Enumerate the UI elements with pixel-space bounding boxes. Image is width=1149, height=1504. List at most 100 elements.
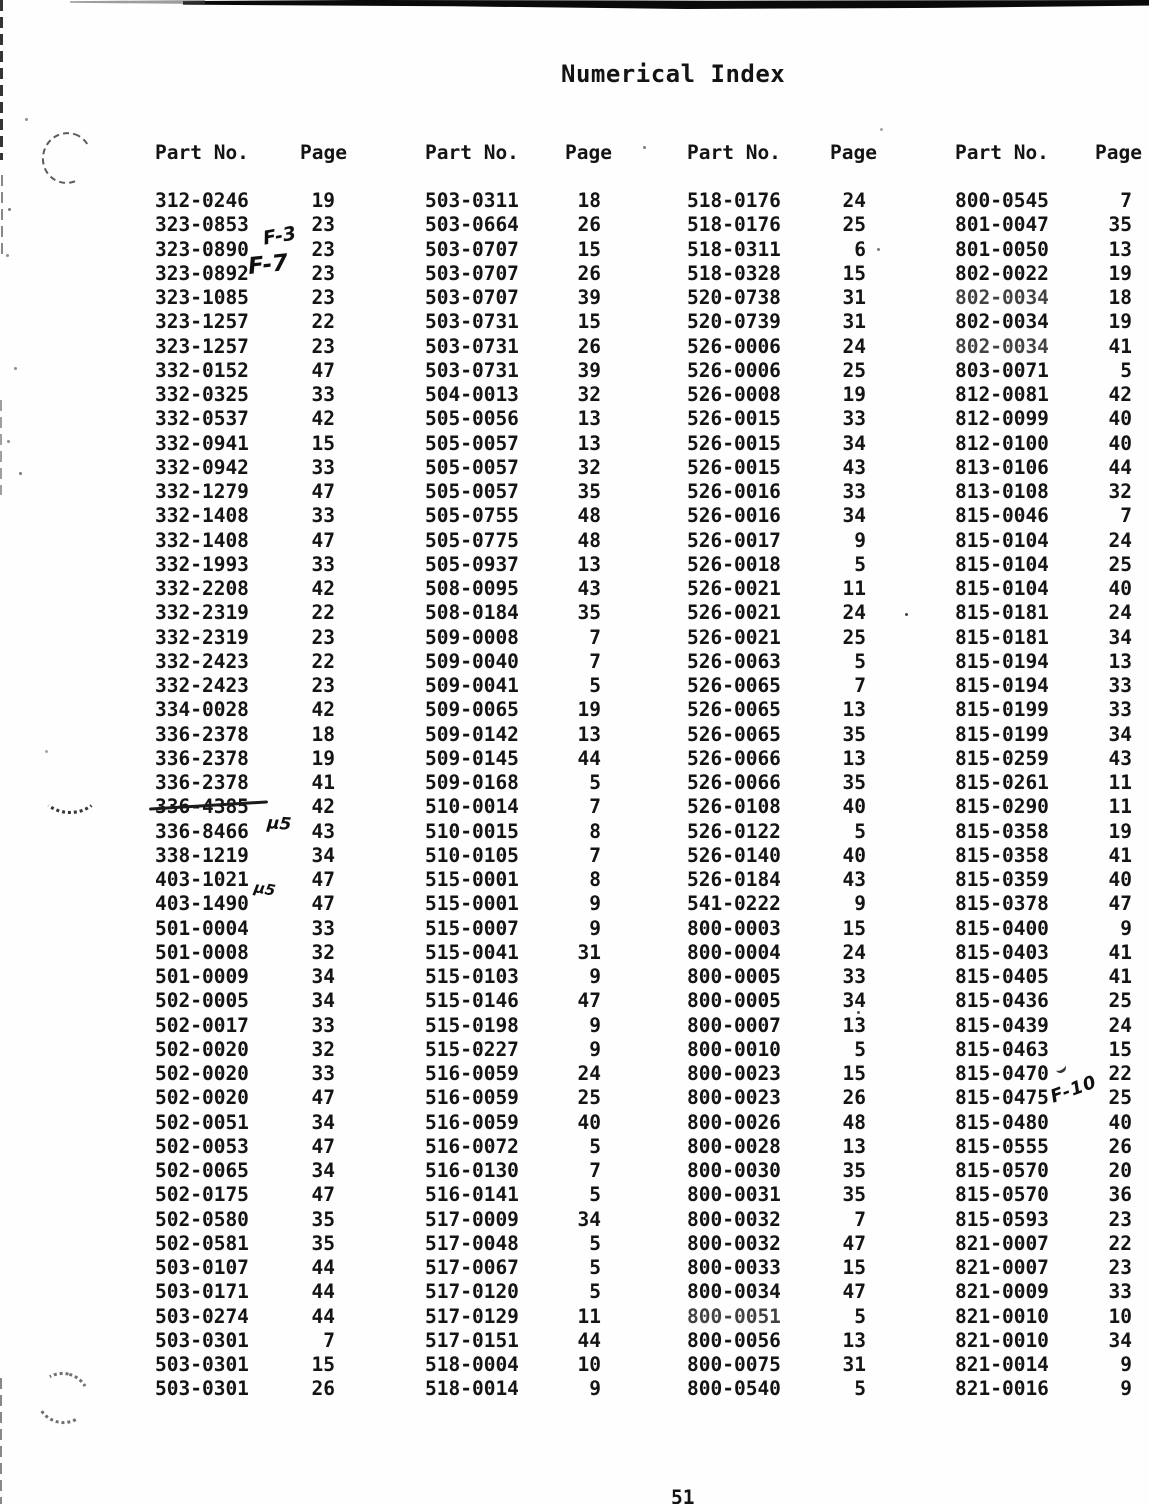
part-number: 815-0104 bbox=[955, 528, 1049, 552]
page-ref: 9 bbox=[1120, 916, 1132, 940]
page-ref: 15 bbox=[311, 1353, 335, 1376]
page-ref: 39 bbox=[577, 358, 601, 382]
page-ref: 5 bbox=[854, 649, 866, 673]
part-number: 332-2208 bbox=[155, 577, 249, 600]
page-ref: 34 bbox=[842, 431, 866, 455]
part-number: 509-0065 bbox=[425, 698, 519, 722]
table-row: 517-0009 34 bbox=[425, 1208, 601, 1232]
table-row: 502-0581 35 bbox=[155, 1232, 335, 1256]
page-ref: 26 bbox=[1108, 1134, 1132, 1158]
page-ref: 26 bbox=[842, 1086, 866, 1110]
part-number: 503-0731 bbox=[425, 358, 519, 382]
part-number: 802-0034 bbox=[955, 334, 1049, 358]
part-number: 502-0581 bbox=[155, 1231, 249, 1255]
page-ref: 43 bbox=[311, 819, 335, 843]
part-number: 334-0028 bbox=[155, 698, 249, 722]
table-row: 332-2423 23 bbox=[155, 674, 335, 698]
part-number: 813-0106 bbox=[955, 455, 1049, 479]
table-row: 334-0028 42 bbox=[155, 698, 335, 722]
page-ref: 31 bbox=[577, 940, 601, 964]
table-row: 312-0246 19 bbox=[155, 189, 335, 213]
table-row: 503-0664 26 bbox=[425, 213, 601, 237]
part-number: 815-0403 bbox=[955, 940, 1049, 964]
page-ref: 47 bbox=[311, 358, 335, 382]
part-number: 821-0010 bbox=[955, 1328, 1049, 1352]
table-row: 526-0018 5 bbox=[687, 553, 866, 577]
part-number: 526-0015 bbox=[687, 455, 781, 479]
part-number: 821-0016 bbox=[955, 1377, 1049, 1401]
scan-speckle bbox=[905, 613, 908, 616]
page-ref: 13 bbox=[1108, 649, 1132, 673]
part-number: 323-0853 bbox=[155, 213, 249, 237]
table-row: 802-0034 41 bbox=[955, 335, 1132, 359]
page-title: Numerical Index bbox=[561, 60, 786, 88]
table-row: 526-0065 7 bbox=[687, 674, 866, 698]
page-ref: 13 bbox=[842, 698, 866, 722]
table-row: 821-0009 33 bbox=[955, 1280, 1132, 1304]
page-ref: 7 bbox=[589, 625, 601, 649]
page-ref: 24 bbox=[842, 601, 866, 625]
page-ref: 47 bbox=[577, 989, 601, 1013]
page-ref: 35 bbox=[842, 1183, 866, 1207]
table-row: 515-0198 9 bbox=[425, 1014, 601, 1038]
table-row: 518-0176 24 bbox=[687, 189, 866, 213]
table-row: 516-0141 5 bbox=[425, 1183, 601, 1207]
scan-artifact-margin-line bbox=[0, 0, 3, 160]
part-number: 510-0015 bbox=[425, 819, 519, 843]
table-row: 800-0545 7 bbox=[955, 189, 1132, 213]
part-number: 526-0017 bbox=[687, 528, 781, 552]
table-row: 821-0016 9 bbox=[955, 1377, 1132, 1401]
part-number: 526-0066 bbox=[687, 746, 781, 770]
page-ref: 9 bbox=[589, 1013, 601, 1037]
page-ref: 34 bbox=[311, 1110, 335, 1134]
part-number: 812-0081 bbox=[955, 383, 1049, 406]
page-ref: 34 bbox=[1108, 625, 1132, 649]
table-row: 518-0014 9 bbox=[425, 1377, 601, 1401]
table-row: 332-2423 22 bbox=[155, 650, 335, 674]
part-number: 815-0181 bbox=[955, 601, 1049, 625]
part-number: 526-0016 bbox=[687, 480, 781, 503]
part-number: 503-0707 bbox=[425, 237, 519, 261]
part-number: 503-0664 bbox=[425, 213, 519, 237]
page-ref: 15 bbox=[842, 916, 866, 940]
page-ref: 9 bbox=[589, 892, 601, 916]
table-row: 815-0359 40 bbox=[955, 868, 1132, 892]
table-row: 526-0065 35 bbox=[687, 723, 866, 747]
part-number: 332-2319 bbox=[155, 625, 249, 649]
table-row: 815-0261 11 bbox=[955, 771, 1132, 795]
table-row: 815-0259 43 bbox=[955, 747, 1132, 771]
table-row: 815-0593 23 bbox=[955, 1208, 1132, 1232]
part-number: 812-0100 bbox=[955, 431, 1049, 455]
table-row: 515-0001 9 bbox=[425, 892, 601, 916]
page-ref: 34 bbox=[842, 504, 866, 528]
page-ref: 35 bbox=[842, 771, 866, 794]
page-ref: 35 bbox=[311, 1207, 335, 1231]
part-number: 526-0065 bbox=[687, 722, 781, 746]
scan-artifact-top-bar bbox=[183, 0, 1149, 9]
page-ref: 5 bbox=[589, 1280, 601, 1304]
table-row: 509-0145 44 bbox=[425, 747, 601, 771]
table-row: 541-0222 9 bbox=[687, 892, 866, 916]
table-row: 516-0072 5 bbox=[425, 1135, 601, 1159]
table-row: 503-0731 39 bbox=[425, 359, 601, 383]
table-row: 332-0325 33 bbox=[155, 383, 335, 407]
part-number: 518-0328 bbox=[687, 261, 781, 285]
part-number: 815-0290 bbox=[955, 795, 1049, 819]
page-ref: 13 bbox=[1108, 237, 1132, 261]
table-row: 526-0006 25 bbox=[687, 359, 866, 383]
table-row: 526-0017 9 bbox=[687, 529, 866, 553]
part-number: 501-0009 bbox=[155, 965, 249, 988]
column-header-page: Page bbox=[1095, 141, 1142, 164]
page-ref: 47 bbox=[311, 1183, 335, 1207]
table-row: 800-0007 13 bbox=[687, 1014, 866, 1038]
table-row: 812-0100 40 bbox=[955, 432, 1132, 456]
part-number: 815-0570 bbox=[955, 1159, 1049, 1182]
part-number: 526-0015 bbox=[687, 407, 781, 431]
table-row: 812-0081 42 bbox=[955, 383, 1132, 407]
part-number: 332-0942 bbox=[155, 455, 249, 479]
page-ref: 18 bbox=[311, 722, 335, 746]
part-number: 515-0007 bbox=[425, 916, 519, 940]
table-row: 332-1279 47 bbox=[155, 480, 335, 504]
table-row: 503-0707 39 bbox=[425, 286, 601, 310]
page-ref: 18 bbox=[577, 189, 601, 212]
